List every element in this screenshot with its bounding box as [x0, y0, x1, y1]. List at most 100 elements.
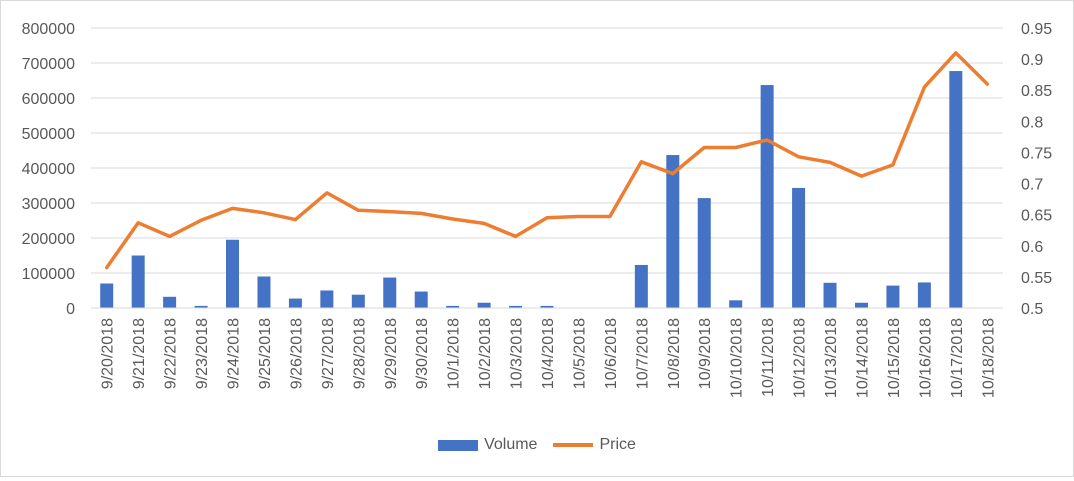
volume-bar [823, 282, 837, 308]
x-axis-tick-label: 10/10/2018 [729, 318, 746, 398]
price-point [325, 191, 329, 195]
left-axis-tick-label: 0 [66, 301, 75, 318]
volume-bar [257, 276, 271, 308]
volume-bar [288, 298, 302, 308]
volume-bar [917, 282, 931, 308]
price-point [859, 174, 863, 178]
volume-bar [477, 302, 491, 308]
price-point [734, 145, 738, 149]
right-axis-tick-label: 0.8 [1021, 114, 1043, 131]
price-point [388, 210, 392, 214]
left-axis-tick-label: 700000 [22, 56, 75, 73]
x-axis-tick-label: 10/15/2018 [886, 318, 903, 398]
x-axis-tick-label: 9/30/2018 [414, 318, 431, 389]
x-axis-tick-label: 9/26/2018 [288, 318, 305, 389]
x-axis-tick-label: 9/27/2018 [320, 318, 337, 389]
price-point [797, 155, 801, 159]
left-axis-tick-label: 300000 [22, 196, 75, 213]
x-axis-tick-label: 10/5/2018 [571, 318, 588, 389]
price-point [451, 217, 455, 221]
price-series-line [104, 51, 990, 270]
x-axis-tick-label: 9/22/2018 [163, 318, 180, 389]
price-point [419, 211, 423, 215]
price-point [671, 172, 675, 176]
legend-label-price: Price [599, 436, 636, 453]
volume-bar [163, 296, 177, 308]
x-axis-tick-label: 10/13/2018 [823, 318, 840, 398]
right-axis-ticks: 0.5 0.55 0.6 0.65 0.7 0.75 0.8 0.85 0.9 0.95 [1021, 21, 1052, 318]
legend-swatch-volume [438, 439, 479, 451]
legend-swatch-price [553, 443, 594, 447]
volume-bar [383, 277, 397, 308]
left-axis-tick-label: 500000 [22, 126, 75, 143]
x-axis-tick-label: 9/29/2018 [383, 318, 400, 389]
x-axis-tick-label: 10/17/2018 [949, 318, 966, 398]
price-point [293, 218, 297, 222]
left-axis-tick-label: 600000 [22, 91, 75, 108]
price-point [828, 160, 832, 164]
left-axis-tick-label: 200000 [22, 231, 75, 248]
x-axis-tick-label: 10/8/2018 [666, 318, 683, 389]
volume-bar [100, 283, 114, 308]
price-point [765, 138, 769, 142]
x-axis-tick-label: 10/14/2018 [854, 318, 871, 398]
x-axis-tick-label: 10/3/2018 [509, 318, 526, 389]
left-axis-ticks: 0 100000 200000 300000 400000 500000 600000 700… [22, 21, 75, 318]
price-line [104, 51, 990, 270]
volume-bar [194, 305, 208, 308]
price-point [702, 145, 706, 149]
x-axis-tick-label: 10/4/2018 [540, 318, 557, 389]
volume-bar [949, 71, 963, 308]
right-axis-tick-label: 0.75 [1021, 145, 1052, 162]
price-point [545, 216, 549, 220]
x-axis-tick-label: 10/2/2018 [477, 318, 494, 389]
volume-bar [320, 290, 334, 308]
right-axis-tick-label: 0.95 [1021, 21, 1052, 38]
right-axis-tick-label: 0.7 [1021, 177, 1043, 194]
volume-bar [226, 239, 240, 308]
volume-bar [697, 198, 711, 308]
left-axis-tick-label: 400000 [22, 161, 75, 178]
volume-bar [351, 294, 365, 308]
volume-bar [446, 305, 460, 308]
volume-bar [854, 302, 868, 308]
price-point [136, 221, 140, 225]
x-axis-ticks: 9/20/2018 9/21/2018 9/22/2018 9/23/2018 9/24… [91, 307, 1003, 398]
price-point [105, 266, 109, 270]
x-axis-tick-label: 10/6/2018 [603, 318, 620, 389]
price-point [639, 160, 643, 164]
volume-bar [131, 255, 145, 308]
legend-item-volume: Volume [438, 436, 537, 454]
x-axis-tick-label: 9/21/2018 [131, 318, 148, 389]
price-point [231, 206, 235, 210]
volume-bar [414, 291, 428, 308]
price-point [985, 82, 989, 86]
price-point [608, 215, 612, 219]
price-point [262, 211, 266, 215]
legend: Volume Price [0, 436, 1074, 454]
volume-bar [760, 85, 774, 308]
volume-bar [634, 264, 648, 308]
x-axis-tick-label: 10/16/2018 [917, 318, 934, 398]
gridlines [91, 27, 1003, 309]
price-point [199, 218, 203, 222]
right-axis-tick-label: 0.5 [1021, 301, 1043, 318]
volume-bars [100, 71, 963, 308]
right-axis-tick-label: 0.65 [1021, 208, 1052, 225]
volume-bar [666, 155, 680, 308]
x-axis-tick-label: 9/28/2018 [351, 318, 368, 389]
x-axis-tick-label: 10/11/2018 [760, 318, 777, 397]
right-axis-tick-label: 0.85 [1021, 83, 1052, 100]
legend-item-price: Price [553, 436, 636, 454]
x-axis-tick-label: 9/24/2018 [226, 318, 243, 389]
legend-label-volume: Volume [484, 436, 538, 453]
left-axis-tick-label: 100000 [22, 266, 75, 283]
x-axis-tick-label: 9/20/2018 [100, 318, 117, 389]
price-point [891, 163, 895, 167]
right-axis-tick-label: 0.9 [1021, 52, 1043, 69]
price-point [482, 221, 486, 225]
x-axis-tick-label: 9/25/2018 [257, 318, 274, 389]
price-point [514, 234, 518, 238]
